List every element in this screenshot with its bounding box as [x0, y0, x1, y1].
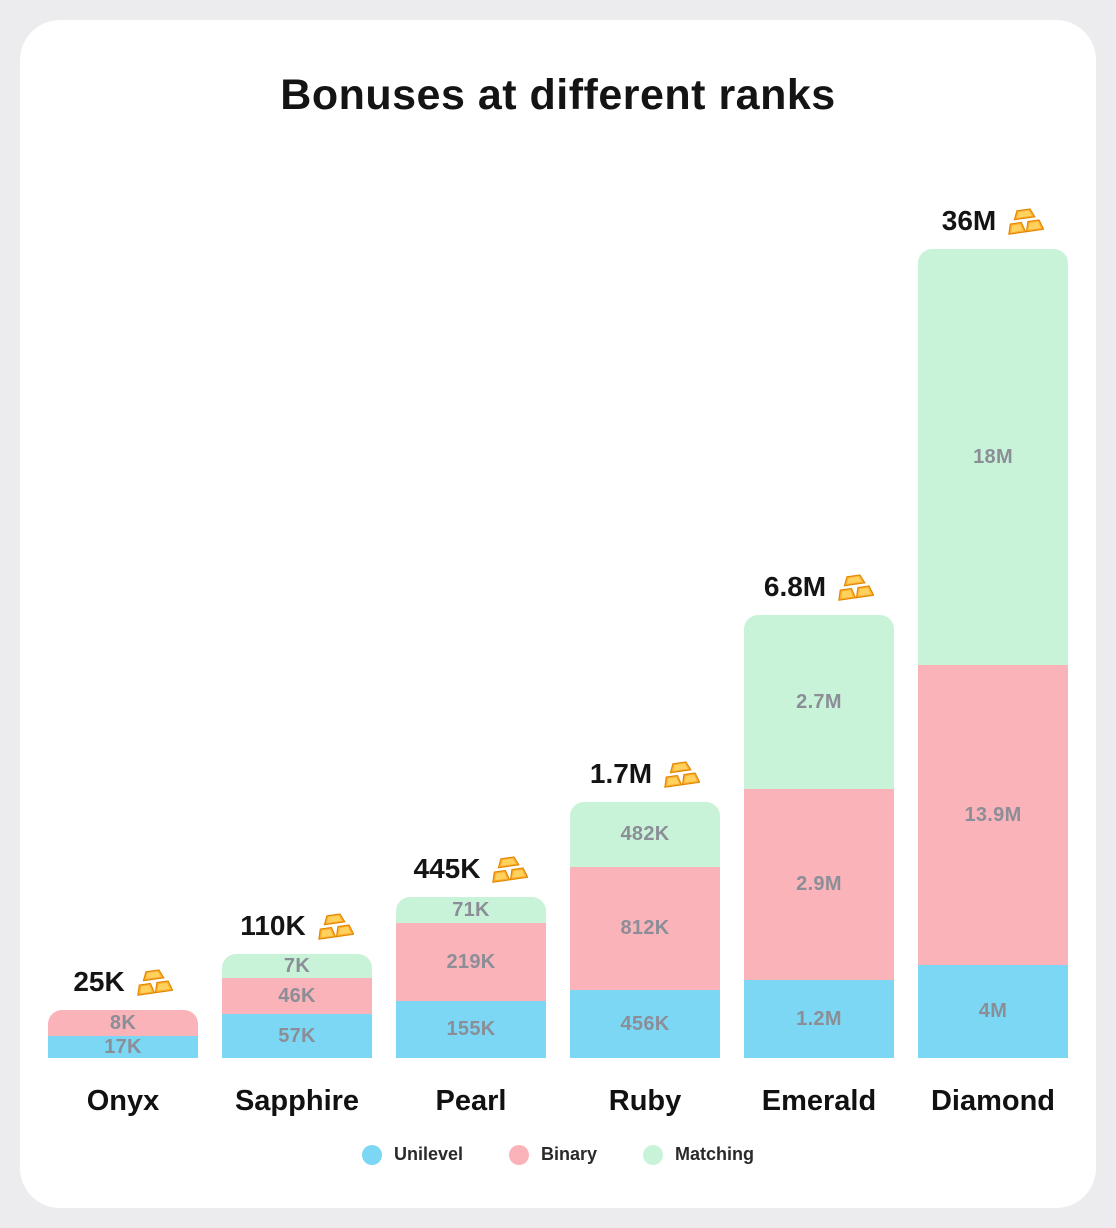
total-value: 36M — [941, 205, 997, 236]
gold-bars-icon — [317, 913, 354, 940]
bar-column: 36M 18M 13.9M 4M Diamond — [918, 140, 1068, 1120]
legend-dot — [643, 1144, 664, 1165]
segment-value-label: 482K — [620, 823, 670, 845]
bar-segment-binary: 8K — [48, 1010, 198, 1036]
segment-value-label: 219K — [446, 950, 496, 973]
segment-value-label: 13.9M — [964, 803, 1022, 826]
category-label: Ruby — [608, 1085, 682, 1117]
segment-value-label: 46K — [278, 984, 316, 1007]
bar-segment-matching: 71K — [396, 897, 546, 923]
bar-column: 6.8M 2.7M 2.9M 1.2M Emerald — [744, 140, 894, 1120]
bar-total-label: 6.8M — [744, 571, 894, 603]
bar-segment-matching: 7K — [222, 954, 372, 978]
bar-total-label: 110K — [222, 910, 372, 942]
category-label: Pearl — [435, 1085, 507, 1117]
chart-card: Bonuses at different ranks 25K 8K 17K Onyx 1… — [20, 20, 1096, 1208]
bar-column: 110K 7K 46K 57K Sapphire — [222, 140, 372, 1120]
legend-label: Matching — [675, 1144, 755, 1164]
stacked-bar: 2.7M 2.9M 1.2M — [744, 615, 894, 1058]
bar-segment-matching: 482K — [570, 802, 720, 867]
bar-segment-binary: 219K — [396, 923, 546, 1001]
segment-value-label: 71K — [452, 898, 490, 921]
gold-bars-icon — [136, 969, 173, 996]
segment-value-label: 7K — [283, 954, 311, 977]
segment-value-label: 1.2M — [796, 1007, 842, 1030]
segment-value-label: 2.9M — [796, 873, 842, 895]
segment-value-label: 18M — [973, 445, 1013, 468]
gold-bars-icon — [664, 761, 701, 788]
bar-segment-matching: 18M — [918, 249, 1068, 665]
stacked-bar: 18M 13.9M 4M — [918, 249, 1068, 1058]
bar-segment-matching: 2.7M — [744, 615, 894, 789]
category-label: Sapphire — [234, 1085, 360, 1117]
stacked-bar: 482K 812K 456K — [570, 802, 720, 1058]
category-label: Diamond — [930, 1085, 1056, 1117]
gold-bars-icon — [492, 856, 529, 883]
legend-dot — [361, 1144, 382, 1165]
chart-legend: Unilevel Binary Matching — [20, 1144, 1096, 1165]
bar-column: 25K 8K 17K Onyx — [48, 140, 198, 1120]
category-label: Onyx — [86, 1085, 160, 1117]
total-value: 6.8M — [763, 571, 827, 602]
stacked-bar: 71K 219K 155K — [396, 897, 546, 1058]
segment-value-label: 4M — [978, 1000, 1008, 1022]
total-value: 110K — [240, 910, 306, 941]
gold-bars-icon — [1008, 208, 1045, 235]
legend-dot — [509, 1144, 529, 1165]
stacked-bar: 7K 46K 57K — [222, 954, 372, 1058]
legend-label: Unilevel — [393, 1144, 463, 1164]
category-label: Emerald — [761, 1085, 877, 1117]
bar-total-label: 36M — [918, 205, 1068, 237]
gold-bars-icon — [838, 574, 875, 601]
bar-segment-unilevel: 4M — [918, 965, 1068, 1058]
bar-segment-unilevel: 57K — [222, 1014, 372, 1058]
segment-value-label: 155K — [446, 1018, 496, 1040]
segment-value-label: 456K — [620, 1012, 670, 1035]
segment-value-label: 2.7M — [796, 690, 842, 713]
bar-segment-unilevel: 1.2M — [744, 980, 894, 1058]
legend-label: Binary — [541, 1144, 598, 1164]
chart-title: Bonuses at different ranks — [280, 71, 836, 119]
total-value: 445K — [413, 853, 481, 884]
segment-value-label: 812K — [620, 917, 670, 939]
total-value: 25K — [73, 966, 125, 997]
bar-segment-binary: 13.9M — [918, 665, 1068, 965]
legend-item-binary: Binary — [509, 1144, 597, 1165]
bar-column: 1.7M 482K 812K 456K Ruby — [570, 140, 720, 1120]
segment-value-label: 8K — [109, 1011, 137, 1034]
segment-value-label: 57K — [278, 1024, 316, 1047]
bar-total-label: 25K — [48, 966, 198, 998]
bar-segment-unilevel: 456K — [570, 990, 720, 1058]
total-value: 1.7M — [589, 758, 653, 789]
bar-segment-unilevel: 155K — [396, 1001, 546, 1058]
legend-item-unilevel: Unilevel — [361, 1144, 463, 1165]
bar-segment-unilevel: 17K — [48, 1036, 198, 1058]
legend-item-matching: Matching — [643, 1144, 754, 1165]
bar-total-label: 1.7M — [570, 758, 720, 790]
stacked-bar: 8K 17K — [48, 1010, 198, 1058]
bar-column: 445K 71K 219K 155K Pearl — [396, 140, 546, 1120]
bar-segment-binary: 812K — [570, 867, 720, 990]
segment-value-label: 17K — [104, 1035, 142, 1058]
chart-area: 25K 8K 17K Onyx 110K 7K 46K 57K Sapphire 445K 71K 2… — [20, 140, 1096, 1120]
bar-segment-binary: 2.9M — [744, 789, 894, 980]
bar-total-label: 445K — [396, 853, 546, 885]
bar-segment-binary: 46K — [222, 978, 372, 1014]
